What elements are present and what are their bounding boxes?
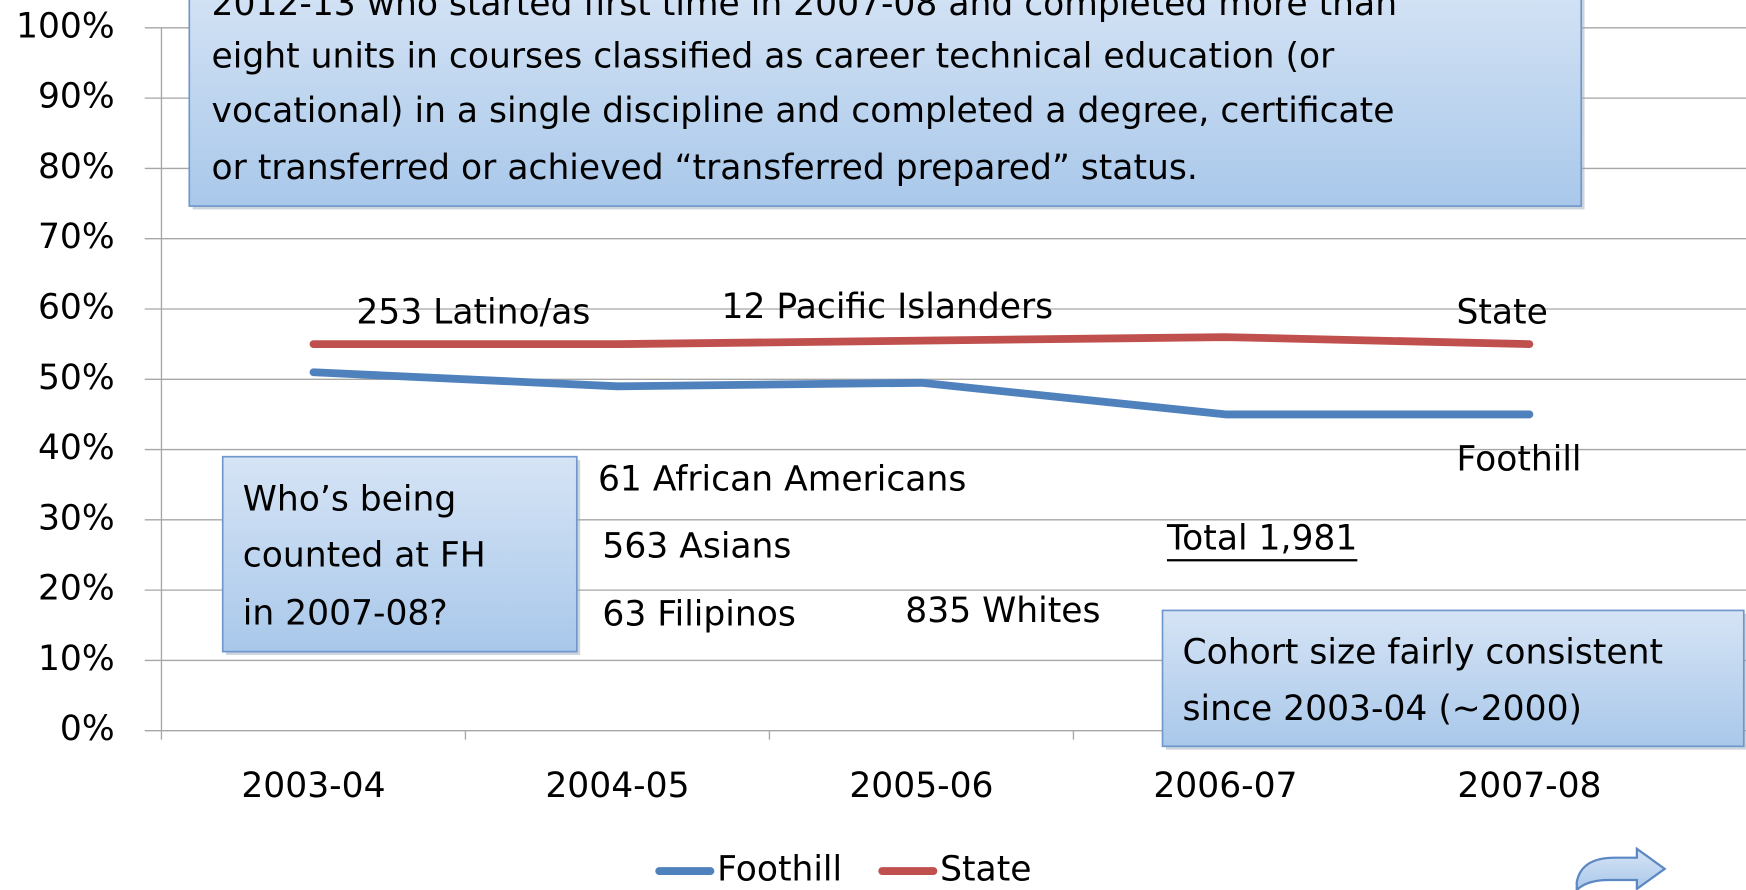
x-tick-label: 2004-05 <box>545 766 689 806</box>
arrow-icon[interactable] <box>1575 846 1667 890</box>
annotations: 253 Latino/as 12 Pacific Islanders State Fo… <box>188 0 1746 750</box>
y-tick-label: 50% <box>38 358 115 398</box>
callout-box <box>188 0 1583 207</box>
legend-label: Foothill <box>717 850 842 890</box>
annotation: Foothill <box>1456 440 1581 480</box>
y-tick-label: 90% <box>38 77 115 117</box>
callout-text: vocational) in a single discipline and c… <box>212 91 1395 131</box>
legend-label: State <box>940 850 1031 890</box>
y-tick-label: 10% <box>38 639 115 679</box>
annotation: Total 1,981 <box>1166 519 1357 559</box>
x-tick-label: 2003-04 <box>241 766 385 806</box>
y-tick-label: 20% <box>38 569 115 609</box>
callout-text: or transferred or achieved “transferred … <box>212 148 1198 188</box>
annotation: 12 Pacific Islanders <box>722 287 1054 327</box>
callout-text: counted at FH <box>243 535 486 575</box>
callout-box <box>1161 609 1745 748</box>
next-button[interactable] <box>1575 846 1667 890</box>
annotation: 835 Whites <box>905 591 1100 631</box>
callout-text: 2012-13 who started first time in 2007-0… <box>212 0 1398 24</box>
annotation: 563 Asians <box>602 527 791 567</box>
callout-text: eight units in courses classified as car… <box>212 36 1336 76</box>
series-line <box>309 368 1534 419</box>
y-tick-label: 30% <box>38 498 115 538</box>
plot: Foothill State <box>309 333 1534 890</box>
series-line <box>309 333 1534 349</box>
callout-text: in 2007-08? <box>243 593 448 633</box>
callout-text: Cohort size fairly consistent <box>1183 632 1663 672</box>
y-tick-label: 100% <box>16 6 115 46</box>
annotation: 61 African Americans <box>598 460 966 500</box>
y-tick-label: 0% <box>60 709 115 749</box>
x-tick-label: 2006-07 <box>1153 766 1297 806</box>
callout-box <box>221 455 578 653</box>
x-tick-label: 2007-08 <box>1457 766 1601 806</box>
annotation: State <box>1456 293 1547 333</box>
x-tick-label: 2005-06 <box>849 766 993 806</box>
y-tick-label: 80% <box>38 147 115 187</box>
annotation: 253 Latino/as <box>356 293 590 333</box>
callout-text: since 2003-04 (~2000) <box>1183 689 1582 729</box>
y-tick-label: 60% <box>38 287 115 327</box>
y-tick-label: 70% <box>38 217 115 257</box>
annotation: 63 Filipinos <box>602 594 795 634</box>
y-tick-label: 40% <box>38 428 115 468</box>
callout-text: Who’s being <box>243 480 457 520</box>
